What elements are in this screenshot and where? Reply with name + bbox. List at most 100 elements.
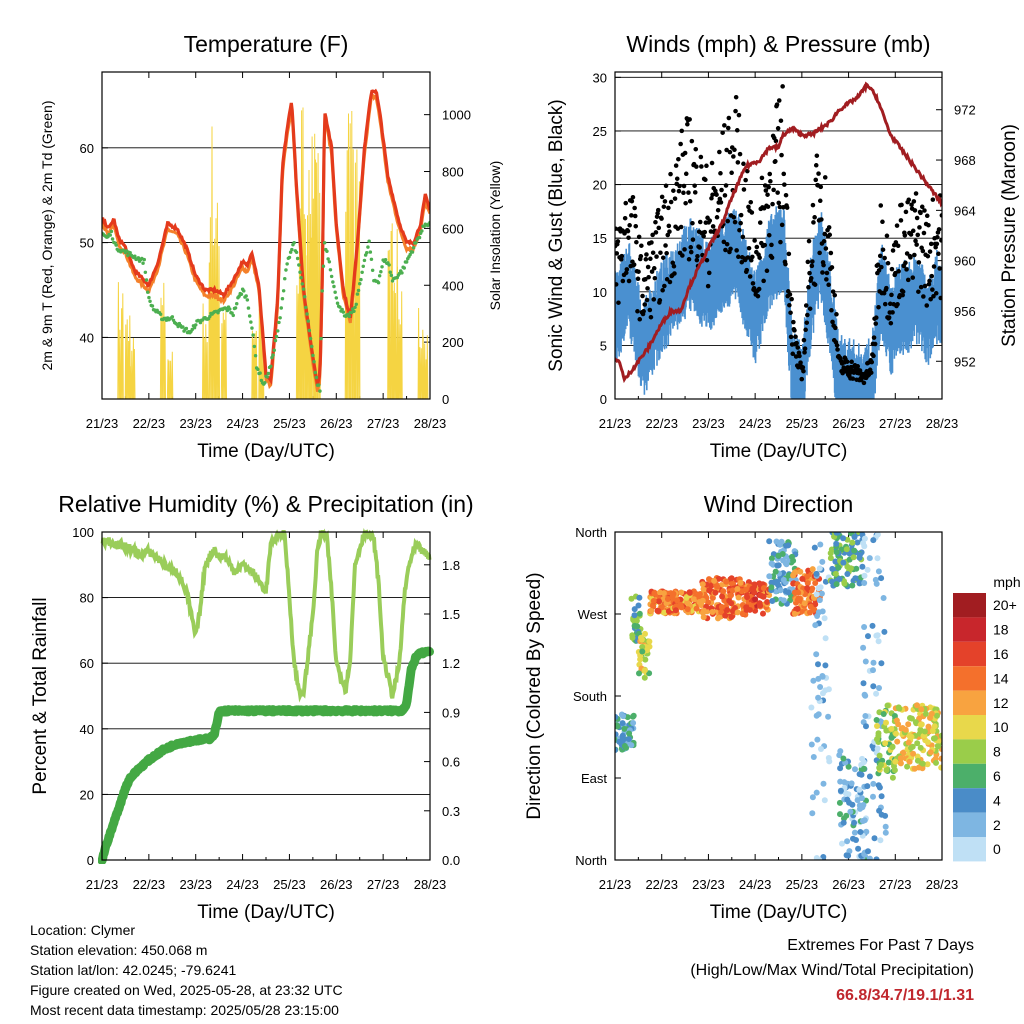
- direction-point: [696, 591, 703, 598]
- direction-point: [880, 711, 887, 717]
- rh-line: [100, 528, 432, 703]
- direction-point: [893, 730, 899, 737]
- direction-point: [700, 586, 707, 592]
- y-tick-label: 5: [600, 338, 607, 353]
- direction-point: [875, 732, 882, 739]
- sonic-wind-line: [615, 206, 942, 399]
- direction-point: [728, 614, 735, 620]
- direction-point: [701, 607, 707, 614]
- direction-point: [727, 592, 734, 599]
- x-tick-label: 26/23: [320, 877, 353, 892]
- direction-point: [862, 692, 869, 699]
- panel-title: Wind Direction: [704, 491, 854, 517]
- direction-point: [712, 589, 719, 596]
- y-axis-label: Direction (Colored By Speed): [524, 572, 545, 819]
- y-tick-label: East: [581, 771, 607, 786]
- x-tick-label: 28/23: [414, 877, 447, 892]
- direction-point: [860, 802, 867, 808]
- direction-point: [861, 580, 868, 586]
- direction-point: [813, 570, 820, 577]
- direction-point: [835, 564, 842, 571]
- direction-point: [709, 609, 716, 615]
- direction-point: [728, 575, 735, 582]
- direction-point: [850, 554, 857, 561]
- y-right-tick-label: 0: [442, 392, 449, 407]
- x-tick-label: 26/23: [832, 416, 865, 431]
- direction-point: [620, 713, 627, 720]
- direction-point: [872, 576, 879, 583]
- y-tick-label: 60: [80, 656, 94, 671]
- y-tick-label: 30: [593, 70, 607, 85]
- direction-point: [636, 594, 643, 601]
- direction-point: [809, 585, 816, 592]
- direction-point: [889, 744, 896, 751]
- direction-point: [938, 732, 942, 739]
- direction-point: [874, 632, 881, 639]
- plot-frame: [101, 71, 431, 400]
- direction-point: [723, 578, 730, 585]
- direction-point: [851, 547, 858, 554]
- direction-point: [929, 728, 936, 734]
- direction-point: [646, 638, 653, 645]
- extremes-title: Extremes For Past 7 Days: [787, 937, 974, 954]
- y-tick-label: 40: [80, 330, 94, 345]
- direction-point: [845, 763, 852, 770]
- direction-point: [777, 541, 783, 548]
- direction-point: [891, 763, 897, 770]
- x-axis-label: Time (Day/UTC): [710, 441, 848, 462]
- extremes-summary: Extremes For Past 7 Days (High/Low/Max W…: [690, 933, 974, 1008]
- x-axis-label: Time (Day/UTC): [710, 902, 848, 923]
- direction-point: [734, 586, 741, 592]
- direction-point: [774, 562, 781, 569]
- rain-total-line: [98, 646, 434, 864]
- direction-point: [873, 717, 880, 723]
- x-tick-label: 21/23: [599, 877, 632, 892]
- direction-point: [808, 704, 815, 711]
- direction-point: [797, 568, 804, 575]
- direction-point: [825, 755, 832, 761]
- direction-point: [636, 610, 643, 617]
- colorbar-swatch: [953, 763, 986, 789]
- direction-point: [837, 787, 844, 794]
- x-tick-label: 28/23: [926, 416, 959, 431]
- direction-point: [861, 535, 868, 542]
- direction-point: [821, 615, 828, 622]
- direction-point: [917, 726, 924, 733]
- direction-point: [807, 603, 814, 610]
- y-axis-label: Percent & Total Rainfall: [30, 597, 51, 794]
- rh-series: [98, 528, 434, 864]
- direction-point: [737, 579, 744, 586]
- colorbar-swatch: [953, 788, 986, 813]
- direction-point: [619, 720, 626, 727]
- direction-point: [742, 586, 749, 593]
- direction-point: [934, 712, 940, 719]
- y-tick-label: West: [578, 607, 608, 622]
- direction-point: [873, 690, 880, 697]
- y-right-tick-label: 0.3: [442, 804, 460, 819]
- direction-point: [865, 633, 871, 640]
- direction-point: [882, 829, 889, 836]
- speed-colorbar: mph 20+ 18 16 14 12 10 8 6 4 2 0: [953, 574, 1021, 862]
- x-tick-label: 24/23: [739, 416, 772, 431]
- y-right-tick-label: 956: [954, 304, 976, 319]
- direction-point: [677, 601, 684, 608]
- direction-point: [869, 622, 876, 629]
- direction-point: [699, 597, 706, 604]
- direction-point: [811, 544, 818, 551]
- direction-point: [849, 582, 856, 589]
- y-right-tick-label: 960: [954, 254, 976, 269]
- direction-point: [630, 720, 637, 726]
- direction-point: [629, 713, 636, 720]
- x-tick-label: 21/23: [86, 416, 119, 431]
- direction-point: [860, 644, 867, 651]
- direction-point: [768, 584, 775, 591]
- direction-point: [845, 791, 852, 798]
- direction-point: [691, 596, 697, 603]
- direction-points: [615, 532, 942, 860]
- direction-point: [876, 807, 883, 814]
- direction-point: [931, 735, 938, 742]
- x-tick-label: 23/23: [179, 416, 212, 431]
- y-right-tick-label: 1.8: [442, 558, 460, 573]
- x-tick-label: 22/23: [645, 877, 678, 892]
- x-tick-label: 26/23: [320, 416, 353, 431]
